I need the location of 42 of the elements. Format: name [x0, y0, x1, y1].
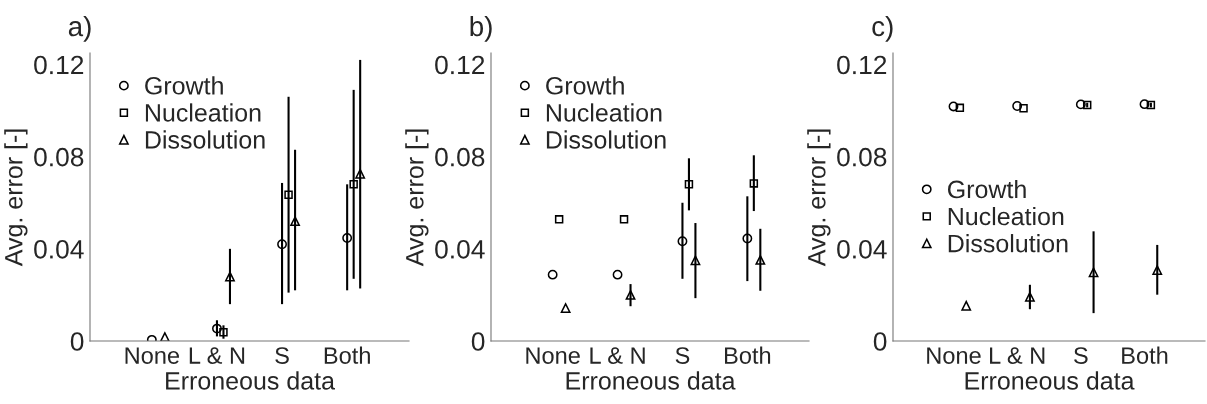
legend-label: Growth [948, 179, 1026, 199]
x-tick-label: L & N [990, 347, 1045, 364]
y-tick-label: 0 [471, 332, 485, 351]
y-tick-label: 0.08 [34, 147, 84, 167]
y-tick-label: 0.04 [435, 239, 485, 259]
y-axis-title: Avg. error [-] [807, 129, 831, 267]
legend-label: Dissolution [948, 234, 1068, 253]
y-axis-title: Avg. error [-] [405, 129, 429, 267]
x-tick-label: None [526, 347, 580, 364]
y-tick-label: 0 [873, 332, 887, 351]
legend-label: Growth [546, 76, 624, 95]
y-tick-label: 0.12 [837, 55, 887, 75]
x-tick-label: L & N [590, 347, 645, 364]
legend-label: Dissolution [546, 130, 666, 149]
y-tick-label: 0.12 [34, 55, 84, 75]
y-tick-label: 0.08 [435, 147, 485, 167]
x-axis-title: Erroneous data [166, 371, 335, 390]
y-axis-title: Avg. error [-] [4, 129, 28, 267]
chart-title: c) [872, 15, 893, 42]
x-axis-title: Erroneous data [965, 371, 1135, 390]
x-tick-label: None [927, 347, 981, 364]
legend-label: Dissolution [145, 130, 265, 149]
x-tick-label: S [675, 347, 690, 364]
y-tick-label: 0.04 [837, 239, 887, 259]
y-tick-label: 0.04 [34, 239, 84, 259]
chart-title: b) [470, 15, 492, 42]
legend-label: Nucleation [145, 103, 261, 122]
legend-label: Nucleation [546, 103, 662, 122]
chart-title: a) [68, 15, 91, 42]
x-tick-label: L & N [189, 347, 245, 364]
x-tick-label: None [125, 347, 180, 364]
x-axis-title: Erroneous data [566, 371, 736, 390]
legend-label: Nucleation [948, 206, 1064, 226]
x-tick-label: S [275, 347, 289, 364]
y-tick-label: 0.12 [435, 55, 485, 75]
x-tick-label: S [1074, 347, 1088, 364]
x-tick-label: Both [725, 346, 771, 364]
y-tick-label: 0 [70, 332, 84, 351]
x-tick-label: Both [324, 346, 370, 364]
legend-label: Growth [145, 76, 223, 95]
y-tick-label: 0.08 [837, 147, 887, 167]
x-tick-label: Both [1122, 346, 1168, 364]
